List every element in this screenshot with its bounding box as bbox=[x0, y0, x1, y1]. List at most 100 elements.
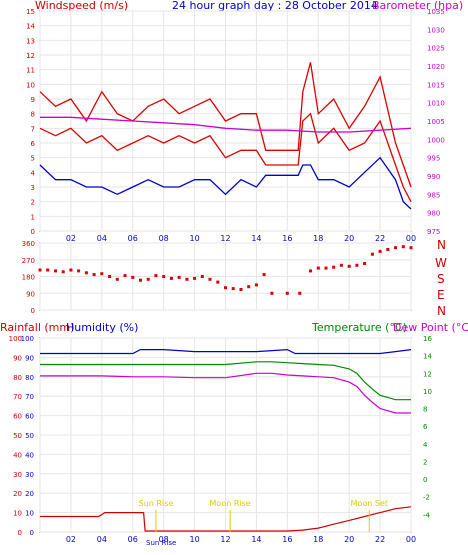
direction-point bbox=[285, 291, 289, 295]
barometer-tick-label: 1000 bbox=[427, 136, 445, 144]
windspeed-tick-label: 1 bbox=[31, 213, 35, 221]
x-tick-label: 00 bbox=[406, 234, 416, 243]
series-layer bbox=[38, 62, 413, 532]
x-tick-label: 10 bbox=[189, 535, 199, 544]
direction-point bbox=[38, 268, 42, 272]
rainfall-tick-label: 20 bbox=[13, 490, 22, 498]
direction-point bbox=[401, 245, 405, 249]
barometer-axis-title: Barometer (hpa) bbox=[372, 0, 463, 12]
rainfall-tick-label: 80 bbox=[13, 374, 22, 382]
windspeed-tick-label: 8 bbox=[31, 111, 35, 119]
windspeed-tick-label: 7 bbox=[31, 125, 35, 133]
direction-point bbox=[100, 272, 104, 276]
barometer-tick-label: 1005 bbox=[427, 118, 445, 126]
barometer-tick-label: 995 bbox=[427, 155, 440, 163]
humidity-tick-label: 0 bbox=[30, 529, 34, 537]
x-tick-label: 14 bbox=[251, 234, 261, 243]
direction-point bbox=[169, 276, 173, 280]
windspeed-axis-title: Windspeed (m/s) bbox=[35, 0, 128, 12]
humidity-axis-title: Humidity (%) bbox=[66, 321, 138, 334]
rainfall-tick-label: 70 bbox=[13, 393, 22, 401]
windspeed-tick-label: 13 bbox=[26, 37, 35, 45]
direction-tick-label: 180 bbox=[22, 274, 35, 282]
direction-point bbox=[146, 277, 150, 281]
barometer-tick-label: 985 bbox=[427, 191, 440, 199]
humidity-tick-label: 70 bbox=[25, 393, 34, 401]
direction-point bbox=[262, 273, 266, 277]
chart-title: 24 hour graph day : 28 October 2014 bbox=[172, 0, 378, 12]
direction-tick-label: 270 bbox=[22, 257, 35, 265]
barometer-tick-label: 1025 bbox=[427, 45, 445, 53]
direction-point bbox=[347, 264, 351, 268]
x-tick-label: 04 bbox=[97, 234, 107, 243]
x-tick-label: 12 bbox=[220, 535, 230, 544]
x-tick-label: 16 bbox=[282, 535, 292, 544]
series-line-wind bbox=[39, 112, 412, 203]
direction-tick-label: 90 bbox=[26, 290, 35, 298]
direction-point bbox=[139, 278, 142, 282]
temperature-tick-label: 2 bbox=[423, 458, 427, 466]
x-tick-label: 20 bbox=[344, 234, 354, 243]
grid-layer bbox=[39, 10, 412, 533]
temperature-tick-label: 14 bbox=[423, 353, 432, 361]
direction-point bbox=[61, 270, 65, 274]
rainfall-tick-label: 30 bbox=[13, 471, 22, 479]
windspeed-tick-label: 0 bbox=[31, 228, 35, 236]
direction-point bbox=[363, 262, 367, 265]
rainfall-tick-label: 60 bbox=[13, 413, 22, 421]
barometer-tick-label: 1035 bbox=[427, 8, 445, 16]
direction-tick-label: 360 bbox=[22, 240, 35, 248]
x-tick-label: 02 bbox=[66, 234, 76, 243]
temperature-tick-label: -2 bbox=[423, 494, 430, 502]
direction-point bbox=[324, 266, 328, 270]
series-line-temperature bbox=[40, 361, 411, 401]
barometer-tick-label: 990 bbox=[427, 173, 440, 181]
rainfall-tick-label: 0 bbox=[18, 529, 22, 537]
x-tick-label: 06 bbox=[128, 234, 138, 243]
x-tick-label: 00 bbox=[406, 535, 416, 544]
dewpoint-axis-title: Dew Point (°C) bbox=[393, 321, 468, 334]
humidity-tick-label: 100 bbox=[21, 335, 34, 343]
direction-point bbox=[378, 249, 382, 253]
x-tick-label: 16 bbox=[282, 234, 292, 243]
humidity-tick-label: 80 bbox=[25, 374, 34, 382]
series-line-average bbox=[39, 156, 412, 210]
direction-point bbox=[200, 275, 204, 278]
series-line-barometer bbox=[40, 116, 412, 133]
x-tick-label: 08 bbox=[159, 234, 169, 243]
x-tick-label: 12 bbox=[220, 234, 230, 243]
x-tick-label: 02 bbox=[66, 535, 76, 544]
direction-point bbox=[208, 277, 212, 281]
direction-tick-label: 0 bbox=[31, 307, 35, 315]
x-tick-label: 04 bbox=[97, 535, 107, 544]
barometer-tick-label: 980 bbox=[427, 210, 440, 218]
direction-point bbox=[409, 246, 413, 250]
direction-labels: N W S E N bbox=[435, 238, 447, 318]
barometer-tick-label: 975 bbox=[427, 228, 440, 236]
series-line-gust bbox=[39, 62, 412, 188]
sunrise-axis-label: Sun Rise bbox=[146, 539, 176, 547]
direction-point bbox=[162, 275, 166, 278]
humidity-tick-label: 20 bbox=[25, 490, 34, 498]
barometer-tick-label: 1010 bbox=[427, 100, 445, 108]
windspeed-tick-label: 2 bbox=[31, 199, 35, 207]
event-markers-layer: Sun Rise Moon Rise Moon Set bbox=[139, 499, 388, 532]
direction-point bbox=[108, 275, 112, 278]
direction-label-north-bottom: N bbox=[437, 304, 446, 318]
rainfall-tick-label: 50 bbox=[13, 432, 22, 440]
direction-point bbox=[77, 269, 81, 273]
windspeed-tick-label: 12 bbox=[26, 52, 35, 60]
direction-point bbox=[386, 248, 390, 251]
humidity-tick-label: 30 bbox=[25, 471, 34, 479]
direction-point bbox=[254, 283, 258, 287]
rainfall-tick-label: 10 bbox=[13, 510, 22, 518]
windspeed-tick-label: 4 bbox=[31, 169, 36, 177]
rainfall-tick-label: 100 bbox=[9, 335, 22, 343]
direction-point bbox=[46, 268, 50, 272]
humidity-tick-label: 10 bbox=[25, 510, 34, 518]
direction-point bbox=[270, 291, 274, 295]
humidity-tick-label: 60 bbox=[25, 413, 34, 421]
barometer-tick-label: 1020 bbox=[427, 63, 445, 71]
x-tick-label: 08 bbox=[159, 535, 169, 544]
